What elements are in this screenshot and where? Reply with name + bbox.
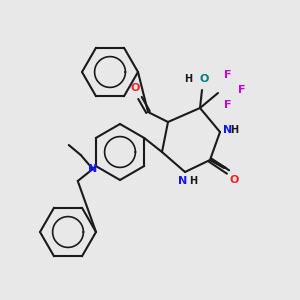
Text: N: N: [223, 125, 232, 135]
Text: F: F: [224, 100, 232, 110]
Text: N: N: [178, 176, 188, 186]
Text: F: F: [238, 85, 245, 95]
Text: O: O: [200, 74, 209, 84]
Text: H: H: [189, 176, 197, 186]
Text: H: H: [184, 74, 192, 84]
Text: F: F: [224, 70, 232, 80]
Text: O: O: [130, 83, 140, 93]
Text: N: N: [88, 164, 98, 174]
Text: O: O: [230, 175, 239, 185]
Text: H: H: [230, 125, 238, 135]
